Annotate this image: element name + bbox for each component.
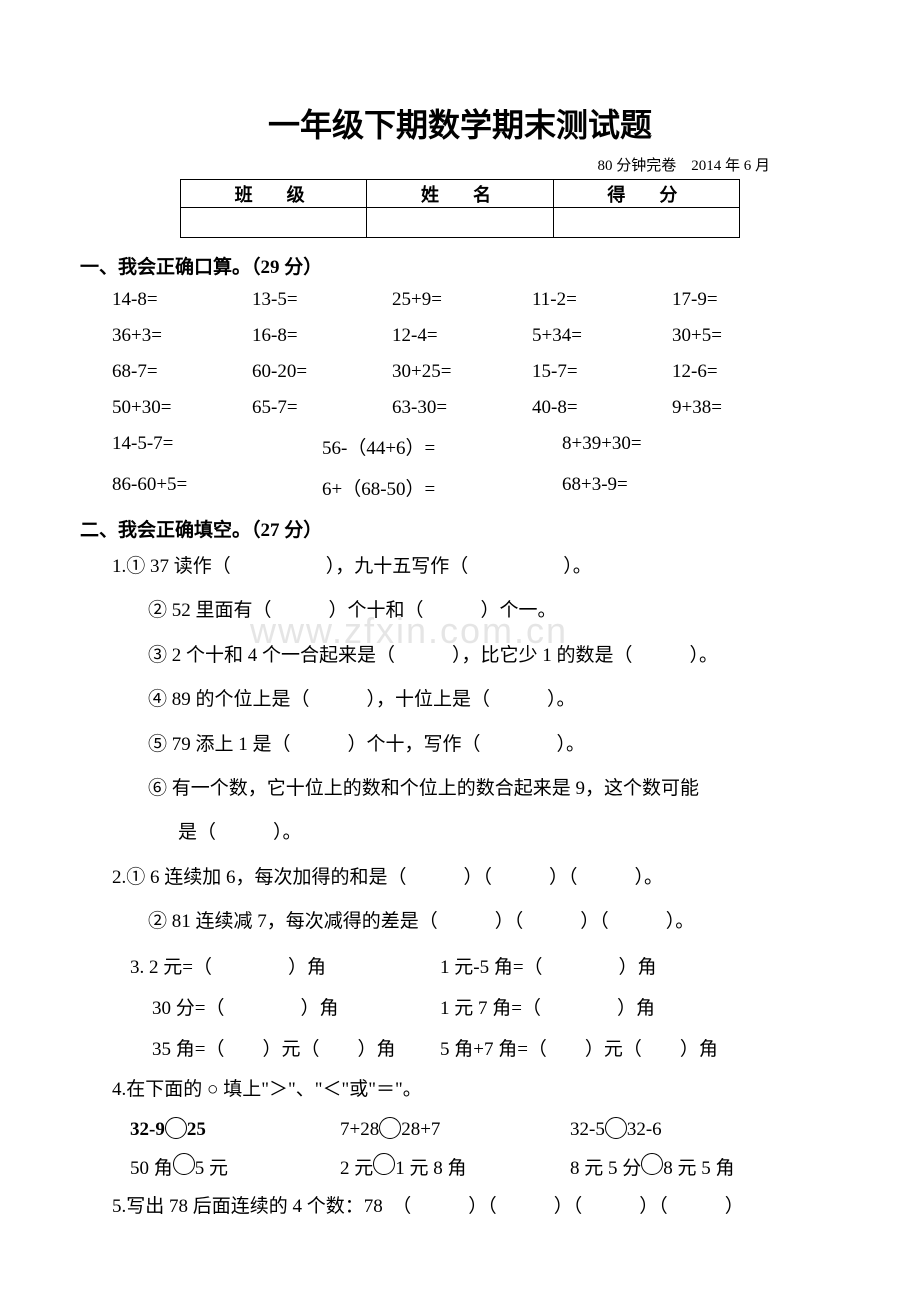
calc-item: 5+34= [532,325,672,347]
q4-row: 50 角5 元 2 元1 元 8 角 8 元 5 分8 元 5 角 [80,1153,840,1180]
q4-item: 2 元1 元 8 角 [340,1153,570,1180]
q4-item: 32-532-6 [570,1119,662,1141]
calc-item: 65-7= [252,397,392,419]
calc-item: 17-9= [672,289,812,311]
calc-item: 11-2= [532,289,672,311]
q4-title: 4.在下面的 ○ 填上"＞"、"＜"或"＝"。 [80,1075,840,1105]
q3-row: 30 分=（ ）角 1 元 7 角=（ ）角 [80,993,840,1020]
section2-title: 二、我会正确填空。（27 分） [80,515,840,542]
q2b: ② 81 连续减 7，每次减得的差是（ ）（ ）（ ）。 [80,907,840,937]
q1f1: ⑥ 有一个数，它十位上的数和个位上的数合起来是 9，这个数可能 [80,774,840,804]
calc-item: 36+3= [112,325,252,347]
section1-title: 一、我会正确口算。（29 分） [80,252,840,279]
q4-item: 8 元 5 分8 元 5 角 [570,1153,735,1180]
calc-item: 9+38= [672,397,812,419]
calc-row: 86-60+5= 6+（68-50）= 68+3-9= [80,474,840,501]
q3-cell: 5 角+7 角=（ ）元（ ）角 [440,1034,718,1061]
q1c: ③ 2 个十和 4 个一合起来是（ ），比它少 1 的数是（ ）。 [80,641,840,671]
calc-item: 86-60+5= [112,474,322,501]
cell-score [553,208,739,238]
q3-row: 35 角=（ ）元（ ）角 5 角+7 角=（ ）元（ ）角 [80,1034,840,1061]
calc-item: 68+3-9= [562,474,762,501]
calc-item: 50+30= [112,397,252,419]
q1a: 1.① 37 读作（ ），九十五写作（ ）。 [80,552,840,582]
calc-item: 15-7= [532,361,672,383]
calc-item: 12-6= [672,361,812,383]
calc-item: 8+39+30= [562,433,762,460]
q3-cell: 30 分=（ ）角 [152,993,440,1020]
q4-item: 32-925 [130,1119,340,1141]
calc-item: 25+9= [392,289,532,311]
calc-item: 12-4= [392,325,532,347]
q1f2: 是（ ）。 [80,818,840,848]
calc-item: 30+5= [672,325,812,347]
calc-row: 50+30= 65-7= 63-30= 40-8= 9+38= [80,397,840,419]
calc-item: 30+25= [392,361,532,383]
info-table: 班 级 姓 名 得 分 [180,179,740,238]
page-content: 一年级下期数学期末测试题 80 分钟完卷 2014 年 6 月 班 级 姓 名 … [80,100,840,1222]
calc-row: 14-5-7= 56-（44+6）= 8+39+30= [80,433,840,460]
page-title: 一年级下期数学期末测试题 [80,100,840,146]
q1d: ④ 89 的个位上是（ ），十位上是（ ）。 [80,685,840,715]
q4-item: 7+2828+7 [340,1119,570,1141]
q4-row: 32-925 7+2828+7 32-532-6 [80,1119,840,1141]
q4-item: 50 角5 元 [130,1153,340,1180]
calc-row: 14-8= 13-5= 25+9= 11-2= 17-9= [80,289,840,311]
calc-item: 13-5= [252,289,392,311]
q3-row: 3. 2 元=（ ）角 1 元-5 角=（ ）角 [80,952,840,979]
q3-cell: 35 角=（ ）元（ ）角 [152,1034,440,1061]
calc-row: 36+3= 16-8= 12-4= 5+34= 30+5= [80,325,840,347]
circle-icon [373,1153,395,1175]
q1e: ⑤ 79 添上 1 是（ ）个十，写作（ ）。 [80,730,840,760]
circle-icon [165,1117,187,1139]
calc-item: 40-8= [532,397,672,419]
cell-class [181,208,367,238]
calc-item: 56-（44+6）= [322,433,562,460]
calc-item: 16-8= [252,325,392,347]
q5: 5.写出 78 后面连续的 4 个数：78 （ ）（ ）（ ）（ ） [80,1192,840,1222]
circle-icon [173,1153,195,1175]
page-subtitle: 80 分钟完卷 2014 年 6 月 [80,154,840,175]
calc-item: 14-8= [112,289,252,311]
header-class: 班 级 [181,180,367,208]
header-score: 得 分 [553,180,739,208]
q3-cell: 1 元 7 角=（ ）角 [440,993,655,1020]
header-name: 姓 名 [367,180,553,208]
q1b: ② 52 里面有（ ）个十和（ ）个一。 [80,596,840,626]
circle-icon [605,1117,627,1139]
calc-item: 63-30= [392,397,532,419]
calc-item: 60-20= [252,361,392,383]
calc-item: 6+（68-50）= [322,474,562,501]
q2a: 2.① 6 连续加 6，每次加得的和是（ ）（ ）（ ）。 [80,863,840,893]
q3-cell: 1 元-5 角=（ ）角 [440,952,657,979]
circle-icon [379,1117,401,1139]
q3-cell: 3. 2 元=（ ）角 [130,952,440,979]
calc-row: 68-7= 60-20= 30+25= 15-7= 12-6= [80,361,840,383]
calc-item: 14-5-7= [112,433,322,460]
calc-item: 68-7= [112,361,252,383]
cell-name [367,208,553,238]
circle-icon [641,1153,663,1175]
